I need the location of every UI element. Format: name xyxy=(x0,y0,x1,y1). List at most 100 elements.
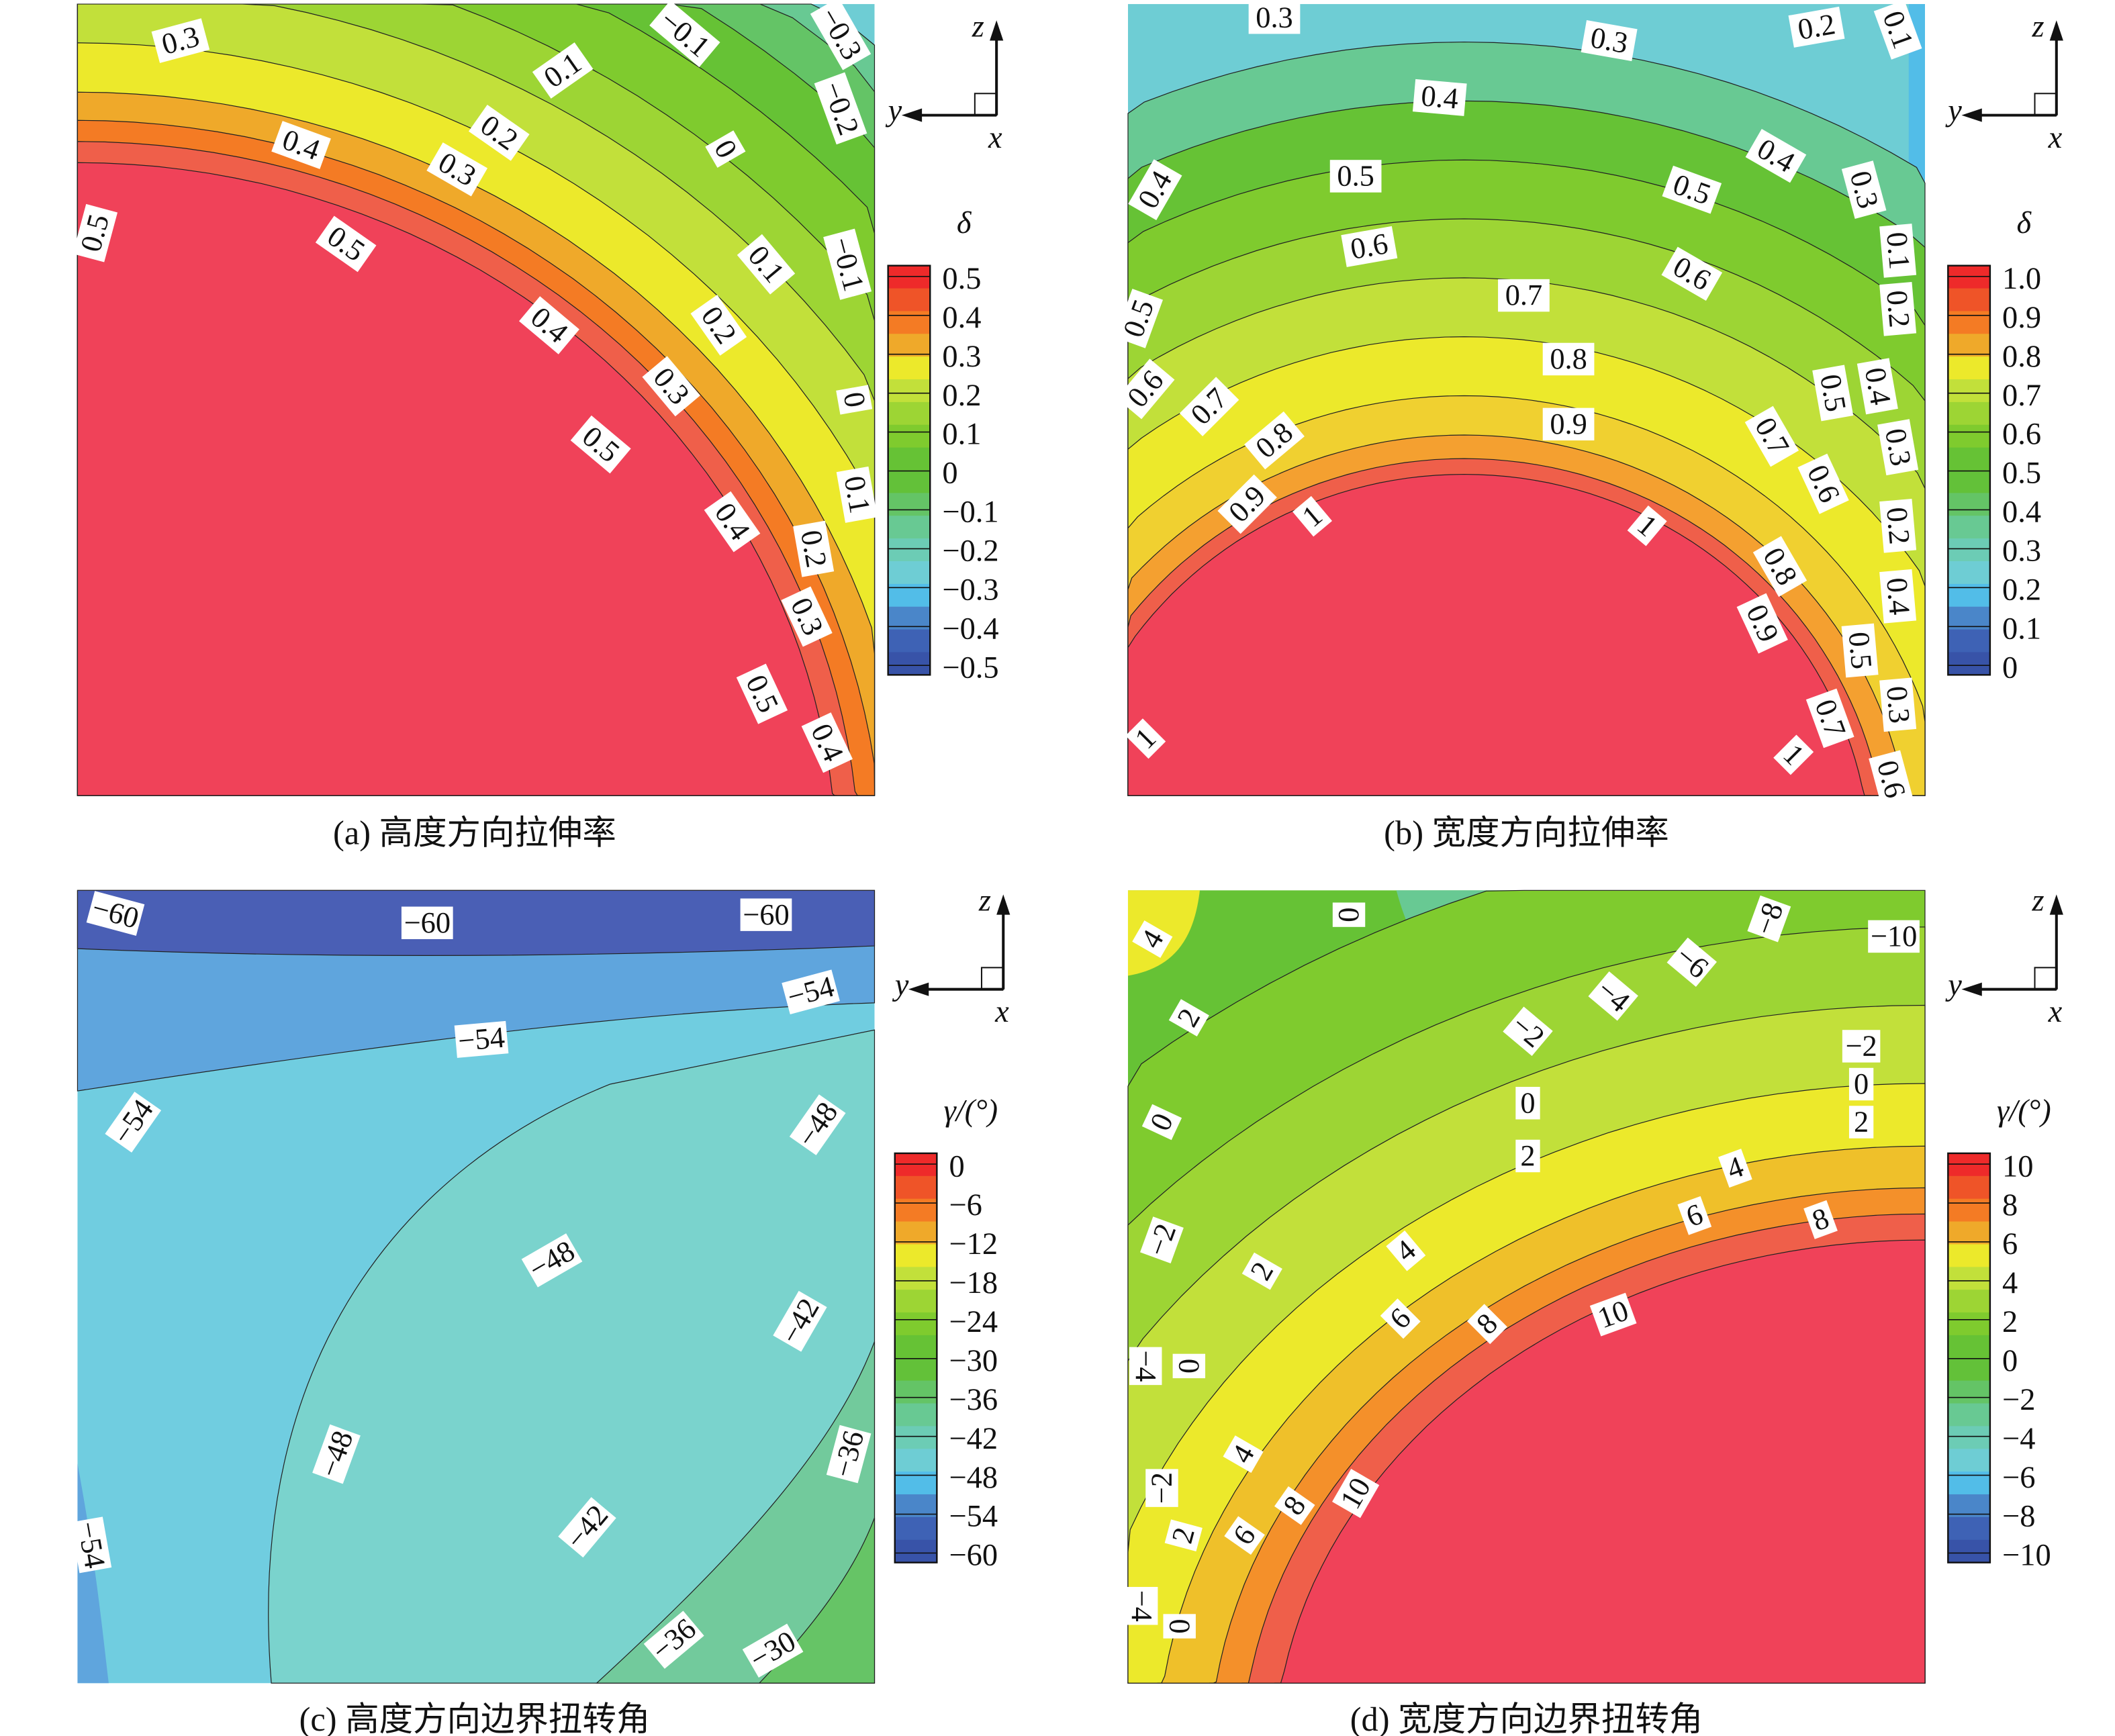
contour-label-box xyxy=(1244,411,1305,470)
colorbar-segment xyxy=(1948,1449,1990,1473)
colorbar-tick-label: −18 xyxy=(949,1266,998,1300)
contour-label: 0.7 xyxy=(1498,278,1550,312)
contour-band xyxy=(1274,1239,1926,1684)
contour-label-box xyxy=(1745,128,1807,183)
colorbar-segment xyxy=(888,265,931,289)
colorbar-tick-label: −48 xyxy=(949,1461,998,1495)
contour-label-box xyxy=(1329,160,1382,193)
contour-label: −8 xyxy=(1747,895,1791,943)
contour-label-box xyxy=(1292,495,1333,537)
contour-label-box xyxy=(1877,419,1919,476)
right-angle-mark xyxy=(974,93,998,116)
contour-label-box xyxy=(1848,1067,1874,1101)
contour-label: 0 xyxy=(1172,1353,1206,1379)
colorbar-segment xyxy=(894,1335,937,1359)
contour-label: −60 xyxy=(401,906,453,939)
contour-label-text: 0.8 xyxy=(1550,342,1587,375)
contour-label-box xyxy=(1588,971,1638,1021)
contour-label-box xyxy=(1662,165,1722,214)
contour-label-box xyxy=(1879,569,1917,624)
contour-label: 1 xyxy=(1125,718,1166,759)
contour-label-box xyxy=(105,1092,162,1153)
contour-label-text: 0.5 xyxy=(1842,630,1879,671)
colorbar-segment xyxy=(1948,1244,1990,1268)
x-axis-label: x xyxy=(994,995,1009,1029)
colorbar-segment xyxy=(894,1312,937,1336)
contour-label-text: −2 xyxy=(1845,1029,1877,1063)
colorbar-segment xyxy=(1948,1426,1990,1450)
contour-label-box xyxy=(1163,1614,1196,1639)
right-angle-mark xyxy=(980,967,1004,990)
colorbar-segment xyxy=(1948,1267,1990,1291)
colorbar-segment xyxy=(888,561,931,585)
contour-plot xyxy=(1127,4,1926,796)
panel-b: 0.3 0.2 0.10.30.40.4 0.5 0.40.5 0.30.60.60.70… xyxy=(1115,0,2063,852)
contour-label: 0.2 xyxy=(1788,6,1845,48)
colorbar-segment xyxy=(894,1380,937,1404)
contour-label-box xyxy=(1718,1149,1752,1188)
contour-label-text: 0.9 xyxy=(1550,407,1587,440)
colorbar-segment xyxy=(1948,1335,1990,1359)
contour-label: 0.4 xyxy=(1879,569,1917,624)
colorbar-segment xyxy=(888,652,931,676)
z-axis-label: z xyxy=(2031,884,2044,918)
contour-label-box xyxy=(1803,1200,1838,1239)
contour-label-box xyxy=(86,891,145,936)
colorbar-tick-label: −36 xyxy=(949,1383,998,1417)
colorbar-segment xyxy=(1948,265,1990,289)
contour-label-box xyxy=(704,491,761,552)
colorbar-segment xyxy=(888,401,931,426)
colorbar-tick-label: −8 xyxy=(2002,1500,2035,1534)
colorbar-tick-label: −2 xyxy=(2002,1383,2035,1417)
arrowhead-icon xyxy=(2049,894,2063,915)
contour-label-text: 0.7 xyxy=(1505,278,1543,311)
contour-label: 0.2 xyxy=(1879,281,1917,336)
colorbar-segment xyxy=(1948,1290,1990,1314)
colorbar-tick-label: −6 xyxy=(2002,1461,2035,1495)
contour-label-box xyxy=(1812,365,1854,422)
contour-label-box xyxy=(1581,20,1638,62)
colorbar-tick-label: −12 xyxy=(949,1227,998,1261)
colorbar-segment xyxy=(888,516,931,540)
colorbar-segment xyxy=(1948,447,1990,471)
colorbar-tick-label: −6 xyxy=(949,1188,982,1222)
contour-label-box xyxy=(836,466,878,523)
contour-label: 2 xyxy=(1164,1519,1203,1552)
contour-label-box xyxy=(1115,289,1164,348)
contour-label-text: 0.3 xyxy=(1879,426,1918,468)
colorbar-tick-label: 4 xyxy=(2002,1266,2018,1300)
contour-label: −2 xyxy=(1145,1469,1178,1507)
contour-label-box xyxy=(690,295,747,356)
colorbar-tick-label: −0.1 xyxy=(942,495,998,530)
contour-label-text: 0.2 xyxy=(1880,505,1917,546)
z-axis-label: z xyxy=(2031,10,2044,44)
contour-label: 0.3 xyxy=(1248,0,1301,34)
contour-label-text: 0.1 xyxy=(1880,231,1917,271)
contour-label-box xyxy=(401,906,453,939)
contour-label-box xyxy=(649,0,720,68)
contour-label-text: 0.2 xyxy=(1795,7,1838,46)
contour-label: 0.8 xyxy=(1542,342,1595,376)
contour-label-box xyxy=(1380,1298,1421,1339)
colorbar-segment xyxy=(894,1539,937,1563)
colorbar-segment xyxy=(1948,1403,1990,1427)
colorbar-segment xyxy=(1948,561,1990,585)
colorbar-segment xyxy=(888,334,931,358)
colorbar-tick-label: −10 xyxy=(2002,1539,2051,1573)
contour-label-box xyxy=(519,296,579,354)
contour-label-box xyxy=(426,142,488,197)
contour-label-box xyxy=(1797,453,1849,514)
contour-label-box xyxy=(1744,405,1799,467)
contour-label-box xyxy=(1466,1304,1507,1345)
contour-label: −54 xyxy=(454,1020,509,1058)
contour-label-box xyxy=(1661,246,1723,301)
contour-label: −30 xyxy=(742,1623,804,1678)
contour-label-box xyxy=(1842,1030,1881,1063)
contour-label-box xyxy=(1503,1006,1553,1056)
colorbar-tick-label: −0.2 xyxy=(942,534,998,569)
panel-c: −60 −60 −60−54−54−54 −48−48−42−36−48−42−36−… xyxy=(70,884,1010,1736)
contour-label: 0.2 xyxy=(1879,498,1917,553)
contour-label-box xyxy=(73,203,118,262)
colorbar-segment xyxy=(894,1198,937,1222)
